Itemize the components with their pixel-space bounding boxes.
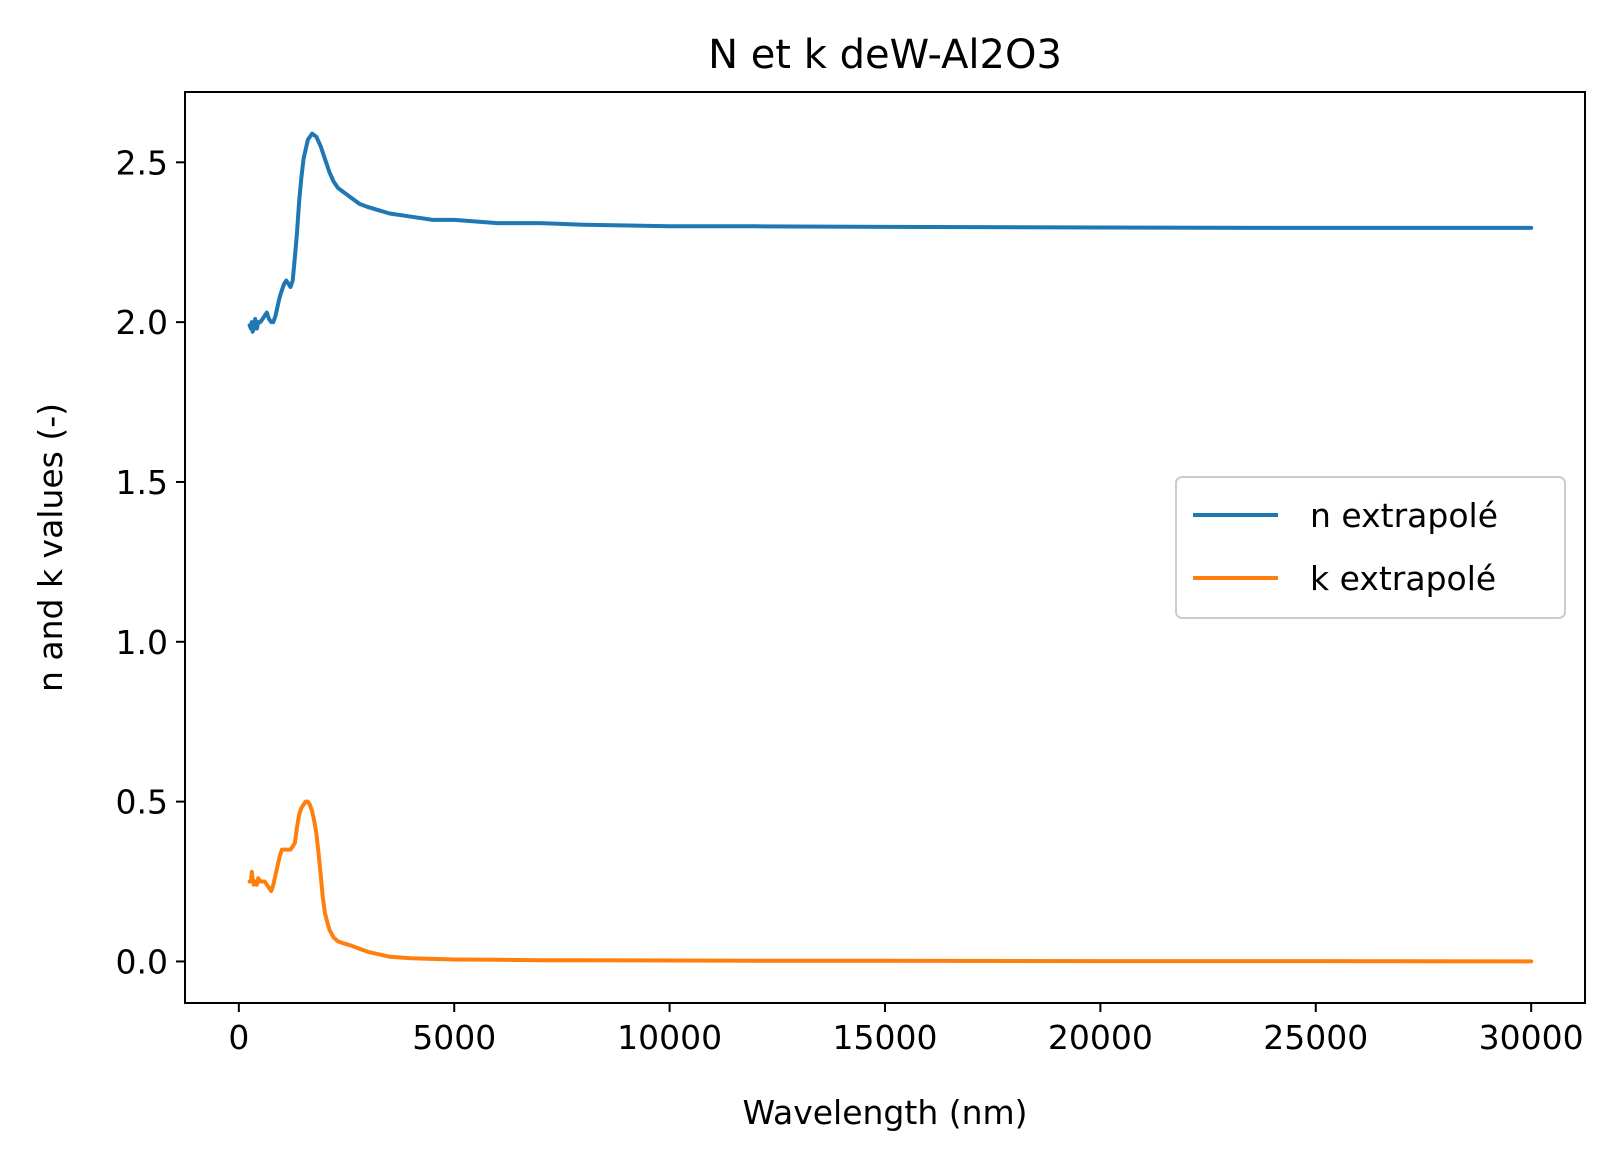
- series-line-k: [247, 799, 1534, 964]
- plot-series: [247, 131, 1534, 964]
- y-tick-label: 0.0: [116, 942, 168, 981]
- y-tick-label: 0.5: [116, 783, 168, 822]
- y-tick-label: 1.0: [116, 623, 168, 662]
- x-tick-label: 20000: [1048, 1018, 1153, 1057]
- x-axis-label: Wavelength (nm): [742, 1093, 1027, 1132]
- x-tick-label: 0: [228, 1018, 249, 1057]
- legend: n extrapolé k extrapolé: [1175, 476, 1566, 619]
- chart-title: N et k deW-Al2O3: [708, 32, 1062, 78]
- x-tick-label: 25000: [1263, 1018, 1368, 1057]
- x-tick-label: 10000: [617, 1018, 722, 1057]
- x-tick-label: 15000: [833, 1018, 938, 1057]
- y-tick-label: 2.5: [116, 143, 168, 182]
- legend-label: n extrapolé: [1310, 496, 1498, 535]
- legend-box: [1175, 476, 1566, 619]
- y-axis-label: n and k values (-): [31, 403, 70, 692]
- x-tick-label: 30000: [1479, 1018, 1584, 1057]
- y-axis-ticks: 0.0 0.5 1.0 1.5 2.0 2.5: [116, 143, 185, 981]
- y-tick-label: 2.0: [116, 303, 168, 342]
- x-tick-label: 5000: [412, 1018, 496, 1057]
- y-tick-label: 1.5: [116, 463, 168, 502]
- x-axis-ticks: 0 5000 10000 15000 20000 25000 30000: [228, 1003, 1584, 1057]
- legend-label: k extrapolé: [1310, 559, 1496, 598]
- series-line-n: [247, 131, 1534, 334]
